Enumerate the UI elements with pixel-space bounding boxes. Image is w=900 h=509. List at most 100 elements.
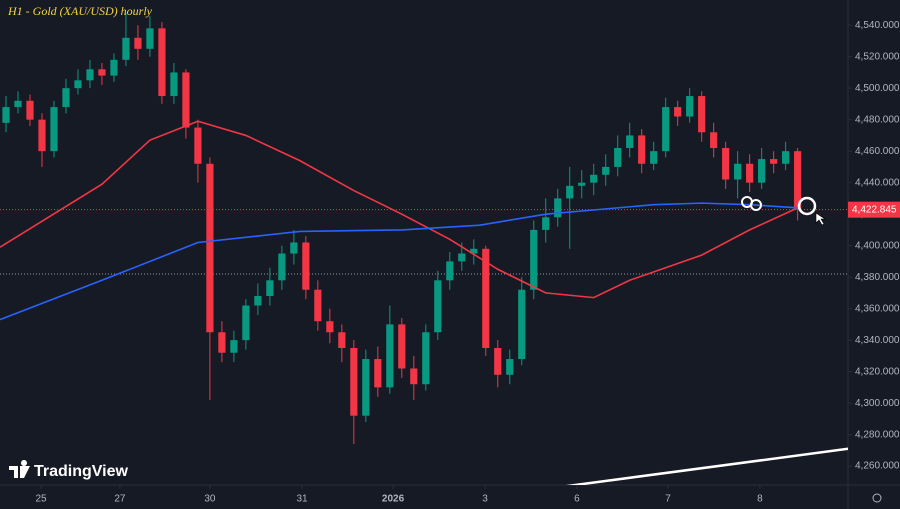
candle-body — [458, 253, 466, 262]
x-tick-label: 31 — [296, 494, 308, 505]
candle-body — [86, 69, 94, 81]
candle-body — [218, 332, 226, 353]
candle-body — [710, 132, 718, 149]
y-tick-label: 4,460.000 — [855, 146, 900, 157]
logo-icon — [9, 460, 30, 478]
candle-body — [530, 229, 538, 290]
candle-body — [26, 100, 34, 120]
y-tick-label: 4,320.000 — [855, 366, 900, 377]
candle-body — [182, 72, 190, 128]
y-tick-label: 4,540.000 — [855, 20, 900, 31]
x-tick-label: 27 — [114, 494, 126, 505]
x-tick-label: 2026 — [382, 494, 405, 505]
chart-title: H1 - Gold (XAU/USD) hourly — [7, 4, 153, 18]
y-tick-label: 4,400.000 — [855, 240, 900, 251]
price-label-box — [848, 201, 900, 218]
candle-body — [194, 127, 202, 164]
candle-body — [554, 198, 562, 218]
y-tick-label: 4,520.000 — [855, 51, 900, 62]
candle-body — [662, 107, 670, 152]
candle-body — [386, 324, 394, 388]
candle-body — [254, 296, 262, 306]
candle-body — [338, 332, 346, 349]
indicator-line — [0, 202, 798, 321]
candle-body — [686, 96, 694, 117]
candle-body — [542, 217, 550, 230]
candle-body — [518, 289, 526, 360]
candle-body — [98, 69, 106, 76]
candle-body — [494, 348, 502, 375]
candle-body — [278, 253, 286, 281]
candle-body — [674, 107, 682, 117]
candle-body — [110, 59, 118, 76]
candle-body — [782, 151, 790, 164]
candle-body — [362, 359, 370, 416]
price-label: 4,422.845 — [852, 204, 897, 215]
y-tick-label: 4,440.000 — [855, 177, 900, 188]
y-tick-label: 4,300.000 — [855, 398, 900, 409]
candle-body — [746, 163, 754, 183]
candle-body — [350, 348, 358, 416]
candle-body — [482, 248, 490, 349]
candle-body — [314, 289, 322, 322]
candle-body — [206, 163, 214, 333]
candle-body — [38, 119, 46, 152]
cursor — [815, 212, 826, 226]
settings-icon[interactable] — [872, 493, 882, 503]
candle-body — [626, 135, 634, 149]
candle-body — [266, 280, 274, 297]
candle-body — [770, 159, 778, 164]
annotation-circles — [741, 196, 826, 226]
annotation-circle — [797, 196, 817, 216]
x-tick-label: 6 — [574, 494, 580, 505]
candle-body — [134, 37, 142, 49]
candle-body — [290, 242, 298, 254]
y-tick-label: 4,260.000 — [855, 461, 900, 472]
y-tick-label: 4,340.000 — [855, 335, 900, 346]
candle-body — [470, 248, 478, 254]
candle-body — [398, 324, 406, 369]
candle-body — [74, 80, 82, 89]
x-tick-label: 7 — [665, 494, 671, 505]
candle-body — [614, 148, 622, 167]
candle-body — [422, 332, 430, 385]
candle-body — [578, 182, 586, 186]
candle-body — [170, 72, 178, 97]
candle-body — [230, 340, 238, 353]
candle-body — [326, 321, 334, 333]
candle-body — [374, 359, 382, 388]
y-tick-label: 4,380.000 — [855, 272, 900, 283]
indicator-line — [0, 120, 798, 299]
candle-body — [590, 174, 598, 183]
candle-body — [446, 261, 454, 281]
candle-body — [650, 151, 658, 164]
candle-body — [794, 151, 802, 210]
y-tick-label: 4,480.000 — [855, 114, 900, 125]
candle-body — [722, 148, 730, 180]
candle-body — [122, 37, 130, 60]
brand-logo: TradingView — [9, 460, 129, 480]
plot-area — [0, 12, 848, 485]
y-tick-label: 4,280.000 — [855, 429, 900, 440]
candle-body — [2, 107, 10, 123]
candle-body — [758, 159, 766, 183]
candle-body — [146, 28, 154, 49]
candle-body — [50, 107, 58, 152]
candle-body — [602, 166, 610, 175]
candle-body — [302, 242, 310, 290]
y-tick-label: 4,500.000 — [855, 83, 900, 94]
candle-body — [410, 368, 418, 385]
candle-body — [158, 28, 166, 97]
candle-body — [566, 185, 574, 199]
x-tick-label: 25 — [35, 494, 47, 505]
candle-body — [638, 135, 646, 164]
x-tick-label: 8 — [757, 494, 763, 505]
candle-body — [698, 96, 706, 133]
candle-body — [434, 280, 442, 333]
brand-name: TradingView — [34, 463, 129, 480]
settings-icon[interactable] — [872, 493, 882, 503]
x-tick-label: 30 — [204, 494, 216, 505]
candle-body — [242, 305, 250, 341]
indicator-line — [565, 447, 848, 485]
